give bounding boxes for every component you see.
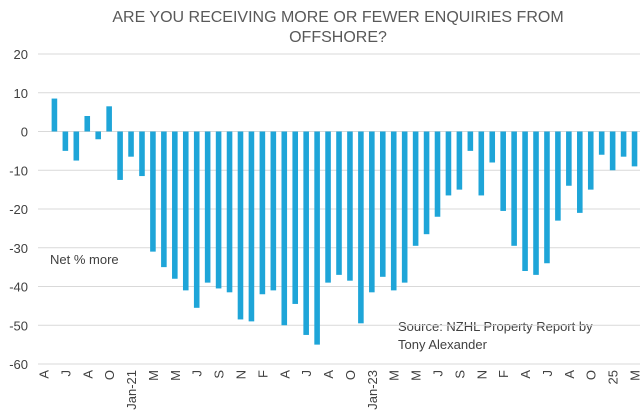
x-tick-label: M: [387, 370, 402, 381]
bar: [631, 131, 638, 167]
y-tick-label: 20: [14, 47, 28, 62]
bar: [150, 131, 156, 252]
annotation: Tony Alexander: [398, 337, 488, 352]
bar: [598, 131, 605, 155]
chart-title: ARE YOU RECEIVING MORE OR FEWER ENQUIRIE…: [112, 9, 563, 26]
bar: [369, 131, 375, 293]
bar: [336, 131, 342, 275]
x-tick-label: J: [431, 370, 446, 377]
x-tick-label: F: [496, 370, 511, 378]
bar: [620, 131, 627, 157]
x-tick-label: J: [540, 370, 555, 377]
x-tick-label: S: [212, 370, 227, 379]
x-tick-label: N: [474, 370, 489, 379]
bar: [161, 131, 167, 268]
annotation: Net % more: [50, 252, 119, 267]
bar: [84, 116, 91, 132]
bar: [609, 131, 616, 171]
y-tick-label: -40: [9, 280, 28, 295]
x-tick-label: O: [343, 370, 358, 380]
x-tick-label: Jan-23: [365, 370, 380, 410]
bar: [292, 131, 299, 304]
bar: [128, 131, 134, 157]
bar: [445, 131, 452, 196]
x-tick-label: A: [36, 370, 51, 379]
bar: [500, 131, 506, 211]
bar: [412, 131, 419, 246]
bar: [62, 131, 69, 151]
bar: [106, 106, 112, 132]
bar: [347, 131, 353, 281]
x-tick-label: S: [452, 370, 467, 379]
bar: [226, 131, 233, 293]
bar: [314, 131, 320, 345]
x-tick-label: M: [146, 370, 161, 381]
bar: [248, 131, 255, 322]
bar: [577, 131, 583, 213]
bar: [281, 131, 288, 326]
bar: [172, 131, 178, 279]
chart-title: OFFSHORE?: [289, 29, 387, 46]
bar: [379, 131, 386, 277]
bar: [522, 131, 528, 271]
bar: [566, 131, 572, 186]
bar: [401, 131, 408, 283]
bar: [325, 131, 331, 283]
x-tick-label: M: [628, 370, 641, 381]
x-tick-label: N: [233, 370, 248, 379]
bar: [270, 131, 277, 291]
bar: [193, 131, 200, 308]
bar: [182, 131, 189, 291]
bar: [237, 131, 244, 320]
bar: [73, 131, 80, 161]
bar: [467, 131, 474, 151]
bar: [303, 131, 309, 335]
bar: [423, 131, 430, 235]
y-tick-label: -30: [9, 241, 28, 256]
bar: [587, 131, 594, 190]
x-tick-label: A: [277, 370, 292, 379]
y-tick-label: 0: [21, 125, 28, 140]
y-tick-label: 10: [14, 86, 28, 101]
x-tick-label: J: [299, 370, 314, 377]
x-tick-label: J: [190, 370, 205, 377]
bar: [259, 131, 266, 295]
x-tick-label: M: [409, 370, 424, 381]
x-tick-label: M: [168, 370, 183, 381]
bar: [478, 131, 485, 196]
bars: [51, 98, 638, 345]
y-tick-label: -10: [9, 163, 28, 178]
bar: [456, 131, 463, 190]
bar: [390, 131, 397, 291]
y-tick-label: -20: [9, 202, 28, 217]
x-tick-label: A: [562, 370, 577, 379]
annotation: Source: NZHL Property Report by: [398, 319, 593, 334]
x-tick-label: F: [255, 370, 270, 378]
bar: [511, 131, 517, 246]
bar: [51, 98, 58, 132]
bar: [117, 131, 123, 180]
x-tick-label: O: [102, 370, 117, 380]
bar: [95, 131, 101, 140]
x-tick-label: O: [584, 370, 599, 380]
y-tick-label: -60: [9, 357, 28, 372]
bar: [489, 131, 496, 163]
x-tick-label: J: [58, 370, 73, 377]
x-tick-label: 25: [606, 370, 621, 384]
bar: [358, 131, 364, 324]
x-tick-label: A: [321, 370, 336, 379]
bar: [139, 131, 145, 177]
bar: [555, 131, 561, 221]
x-tick-label: Jan-21: [124, 370, 139, 410]
bar: [204, 131, 211, 283]
bar: [215, 131, 222, 289]
bar: [533, 131, 539, 275]
y-tick-label: -50: [9, 318, 28, 333]
bar: [434, 131, 441, 217]
x-tick-label: A: [80, 370, 95, 379]
bar: [544, 131, 550, 264]
x-tick-label: A: [518, 370, 533, 379]
